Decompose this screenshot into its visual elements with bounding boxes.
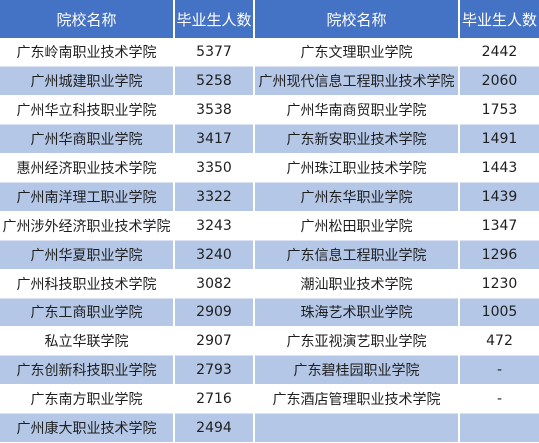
cell-graduates-left: 2494: [174, 413, 255, 443]
cell-graduates-right: 1443: [459, 153, 539, 183]
cell-school-name-right: 广东信息工程职业学院: [254, 240, 460, 270]
cell-graduates-right: -: [459, 355, 539, 386]
cell-graduates-left: 3082: [174, 269, 255, 299]
header-school-name-right: 院校名称: [254, 0, 460, 38]
cell-graduates-right: 1347: [459, 211, 539, 241]
cell-graduates-left: 2716: [174, 384, 255, 415]
cell-graduates-left: 5258: [174, 66, 255, 97]
cell-graduates-right: 2442: [459, 38, 539, 68]
cell-graduates-right: 2060: [459, 66, 539, 97]
table-row: 私立华联学院 2907 广东亚视演艺职业学院 472: [0, 326, 539, 357]
cell-school-name-right: 广州现代信息工程职业技术学院: [254, 66, 460, 97]
table-row: 广州南洋理工职业学院 3322 广州东华职业学院 1439: [0, 182, 539, 212]
table-row: 广州华夏职业学院 3240 广东信息工程职业学院 1296: [0, 240, 539, 270]
header-school-name-left: 院校名称: [0, 0, 175, 38]
cell-graduates-left: 2793: [174, 355, 255, 386]
cell-school-name-right: 广东酒店管理职业技术学院: [254, 384, 460, 415]
cell-school-name-left: 广州华夏职业学院: [0, 240, 175, 270]
cell-school-name-right: 广东亚视演艺职业学院: [254, 326, 460, 357]
cell-graduates-left: 5377: [174, 38, 255, 68]
table-row: 广州康大职业技术学院 2494: [0, 413, 539, 443]
cell-graduates-right: 1753: [459, 95, 539, 126]
cell-school-name-right: 广州华南商贸职业学院: [254, 95, 460, 126]
table-row: 广州科技职业技术学院 3082 潮汕职业技术学院 1230: [0, 269, 539, 299]
header-graduates-left: 毕业生人数: [174, 0, 255, 38]
cell-graduates-left: 2909: [174, 298, 255, 328]
cell-school-name-left: 广州康大职业技术学院: [0, 413, 175, 443]
cell-graduates-right: 1296: [459, 240, 539, 270]
cell-school-name-left: 广州华商职业学院: [0, 124, 175, 155]
cell-graduates-right: [459, 413, 539, 443]
cell-school-name-right: 广州珠江职业技术学院: [254, 153, 460, 183]
cell-school-name-right: 珠海艺术职业学院: [254, 298, 460, 328]
cell-graduates-right: 1491: [459, 124, 539, 155]
cell-school-name-right: 潮汕职业技术学院: [254, 269, 460, 299]
cell-school-name-left: 广东南方职业学院: [0, 384, 175, 415]
cell-graduates-left: 3538: [174, 95, 255, 126]
cell-school-name-right: 广州松田职业学院: [254, 211, 460, 241]
table-header: 院校名称 毕业生人数 院校名称 毕业生人数: [0, 0, 539, 38]
cell-graduates-left: 3243: [174, 211, 255, 241]
header-graduates-right: 毕业生人数: [459, 0, 539, 38]
table-row: 广东南方职业学院 2716 广东酒店管理职业技术学院 -: [0, 384, 539, 415]
table-row: 广州城建职业学院 5258 广州现代信息工程职业技术学院 2060: [0, 66, 539, 97]
cell-school-name-left: 私立华联学院: [0, 326, 175, 357]
cell-graduates-left: 3322: [174, 182, 255, 212]
cell-school-name-right: 广东新安职业技术学院: [254, 124, 460, 155]
cell-school-name-left: 广州南洋理工职业学院: [0, 182, 175, 212]
table-row: 广东工商职业学院 2909 珠海艺术职业学院 1005: [0, 298, 539, 328]
table-row: 广东创新科技职业学院 2793 广东碧桂园职业学院 -: [0, 355, 539, 386]
cell-graduates-left: 3350: [174, 153, 255, 183]
cell-school-name-left: 广州科技职业技术学院: [0, 269, 175, 299]
cell-school-name-right: 广东碧桂园职业学院: [254, 355, 460, 386]
cell-school-name-left: 惠州经济职业技术学院: [0, 153, 175, 183]
cell-school-name-left: 广州城建职业学院: [0, 66, 175, 97]
table-row: 广州涉外经济职业技术学院 3243 广州松田职业学院 1347: [0, 211, 539, 241]
table-row: 广东岭南职业技术学院 5377 广东文理职业学院 2442: [0, 38, 539, 68]
table-row: 惠州经济职业技术学院 3350 广州珠江职业技术学院 1443: [0, 153, 539, 183]
cell-graduates-left: 3417: [174, 124, 255, 155]
cell-graduates-right: 1230: [459, 269, 539, 299]
cell-graduates-right: 1005: [459, 298, 539, 328]
cell-school-name-right: 广东文理职业学院: [254, 38, 460, 68]
cell-school-name-left: 广东工商职业学院: [0, 298, 175, 328]
table-row: 广州华商职业学院 3417 广东新安职业技术学院 1491: [0, 124, 539, 155]
table-row: 广州华立科技职业学院 3538 广州华南商贸职业学院 1753: [0, 95, 539, 126]
cell-graduates-left: 3240: [174, 240, 255, 270]
cell-school-name-left: 广州华立科技职业学院: [0, 95, 175, 126]
cell-graduates-right: 472: [459, 326, 539, 357]
cell-graduates-right: -: [459, 384, 539, 415]
cell-school-name-left: 广州涉外经济职业技术学院: [0, 211, 175, 241]
cell-school-name-right: [254, 413, 460, 443]
table-body: 广东岭南职业技术学院 5377 广东文理职业学院 2442 广州城建职业学院 5258 广州…: [0, 38, 539, 443]
cell-graduates-right: 1439: [459, 182, 539, 212]
header-row: 院校名称 毕业生人数 院校名称 毕业生人数: [0, 0, 539, 38]
cell-school-name-left: 广东创新科技职业学院: [0, 355, 175, 386]
cell-school-name-left: 广东岭南职业技术学院: [0, 38, 175, 68]
cell-school-name-right: 广州东华职业学院: [254, 182, 460, 212]
cell-graduates-left: 2907: [174, 326, 255, 357]
